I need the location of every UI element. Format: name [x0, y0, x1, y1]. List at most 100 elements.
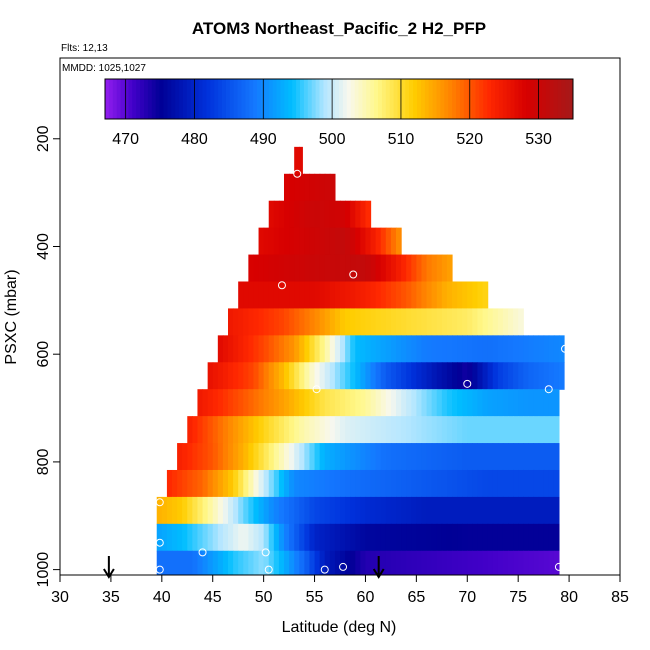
heatmap-cell [431, 308, 438, 336]
heatmap-cell [258, 362, 265, 390]
heatmap-cell [309, 281, 316, 310]
heatmap-cell [375, 227, 382, 256]
heatmap-cell [416, 496, 423, 525]
heatmap-cell [268, 254, 275, 283]
heatmap-cell [421, 362, 428, 390]
x-tick-label: 50 [255, 589, 273, 606]
heatmap-cell [508, 416, 514, 444]
heatmap-cell [340, 550, 346, 575]
heatmap-cell [370, 281, 377, 310]
heatmap-cell [284, 389, 290, 417]
heatmap-cell [222, 550, 229, 575]
heatmap-cell [497, 523, 504, 552]
x-tick-label: 60 [357, 589, 375, 606]
heatmap-cell [396, 389, 402, 417]
heatmap-cell [314, 523, 321, 552]
heatmap-cell [187, 416, 193, 444]
heatmap-cell [497, 550, 504, 575]
heatmap-cell [538, 496, 545, 525]
heatmap-cell [497, 416, 504, 444]
heatmap-cell [406, 308, 412, 336]
heatmap-cell [212, 550, 219, 575]
heatmap-cell [375, 254, 382, 283]
heatmap-cell [304, 362, 311, 390]
heatmap-cell [340, 227, 346, 256]
colorbar-swatch [288, 79, 293, 119]
heatmap-cell [518, 523, 524, 552]
heatmap-cell [380, 389, 387, 417]
heatmap-cell [355, 523, 361, 552]
heatmap-cell [319, 281, 326, 310]
heatmap-cell [177, 443, 183, 471]
heatmap-cell [360, 308, 367, 336]
colorbar-swatch [124, 79, 129, 119]
heatmap-cell [370, 389, 377, 417]
y-tick-label: 200 [35, 125, 52, 152]
heatmap-cell [319, 550, 326, 575]
heatmap-cell [289, 335, 295, 363]
colorbar-swatch [300, 79, 305, 119]
heatmap-cell [406, 496, 412, 525]
heatmap-cell [258, 496, 265, 525]
heatmap-cell [401, 254, 407, 283]
heatmap-cell [396, 550, 402, 575]
heatmap-cell [385, 308, 392, 336]
heatmap-cell [253, 362, 260, 390]
heatmap-cell [487, 550, 494, 575]
colorbar-swatch [491, 79, 496, 119]
heatmap-cell [329, 389, 336, 417]
heatmap-cell [370, 227, 377, 256]
heatmap-cell [543, 416, 550, 444]
heatmap-cell [172, 523, 178, 552]
colorbar-swatch [167, 79, 172, 119]
heatmap-cell [538, 443, 545, 471]
heatmap-cell [365, 523, 372, 552]
heatmap-cell [502, 308, 509, 336]
heatmap-cell [436, 389, 443, 417]
colorbar-swatch [202, 79, 207, 119]
colorbar-swatch [233, 79, 239, 119]
heatmap-cell [202, 550, 209, 575]
heatmap-cell [401, 443, 407, 471]
heatmap-cell [380, 335, 387, 363]
heatmap-cell [472, 496, 479, 525]
heatmap-cell [385, 550, 392, 575]
heatmap-cell [329, 443, 336, 471]
heatmap-cell [207, 443, 214, 471]
heatmap-cell [477, 496, 484, 525]
heatmap-cell [314, 389, 321, 417]
heatmap-cell [436, 523, 443, 552]
heatmap-cell [289, 200, 295, 229]
heatmap-cell [370, 523, 377, 552]
heatmap-cell [396, 443, 402, 471]
heatmap-cell [492, 443, 499, 471]
heatmap-cell [304, 227, 311, 256]
heatmap-cell [329, 254, 336, 283]
colorbar-tick-label: 520 [456, 131, 483, 148]
heatmap-cell [217, 362, 224, 390]
colorbar-swatch [362, 79, 367, 119]
heatmap-cell [360, 469, 367, 498]
colorbar-swatch [284, 79, 289, 119]
heatmap-cell [207, 416, 214, 444]
colorbar-swatch [249, 79, 254, 119]
heatmap-cell [299, 146, 303, 175]
heatmap-cell [462, 496, 468, 525]
heatmap-cell [314, 200, 321, 229]
heatmap-cell [508, 443, 514, 471]
heatmap-cell [289, 254, 295, 283]
heatmap-cell [228, 523, 234, 552]
heatmap-cell [390, 227, 397, 256]
heatmap-cell [345, 308, 351, 336]
heatmap-cell [548, 443, 555, 471]
heatmap-cell [553, 362, 560, 390]
heatmap-cell [446, 362, 453, 390]
heatmap-cell [508, 550, 514, 575]
heatmap-cell [416, 550, 423, 575]
heatmap-cell [340, 443, 346, 471]
colorbar-swatch [385, 79, 391, 119]
heatmap-cell [314, 173, 321, 202]
heatmap-cell [416, 443, 423, 471]
heatmap-cell [390, 550, 397, 575]
heatmap-cell [212, 443, 219, 471]
